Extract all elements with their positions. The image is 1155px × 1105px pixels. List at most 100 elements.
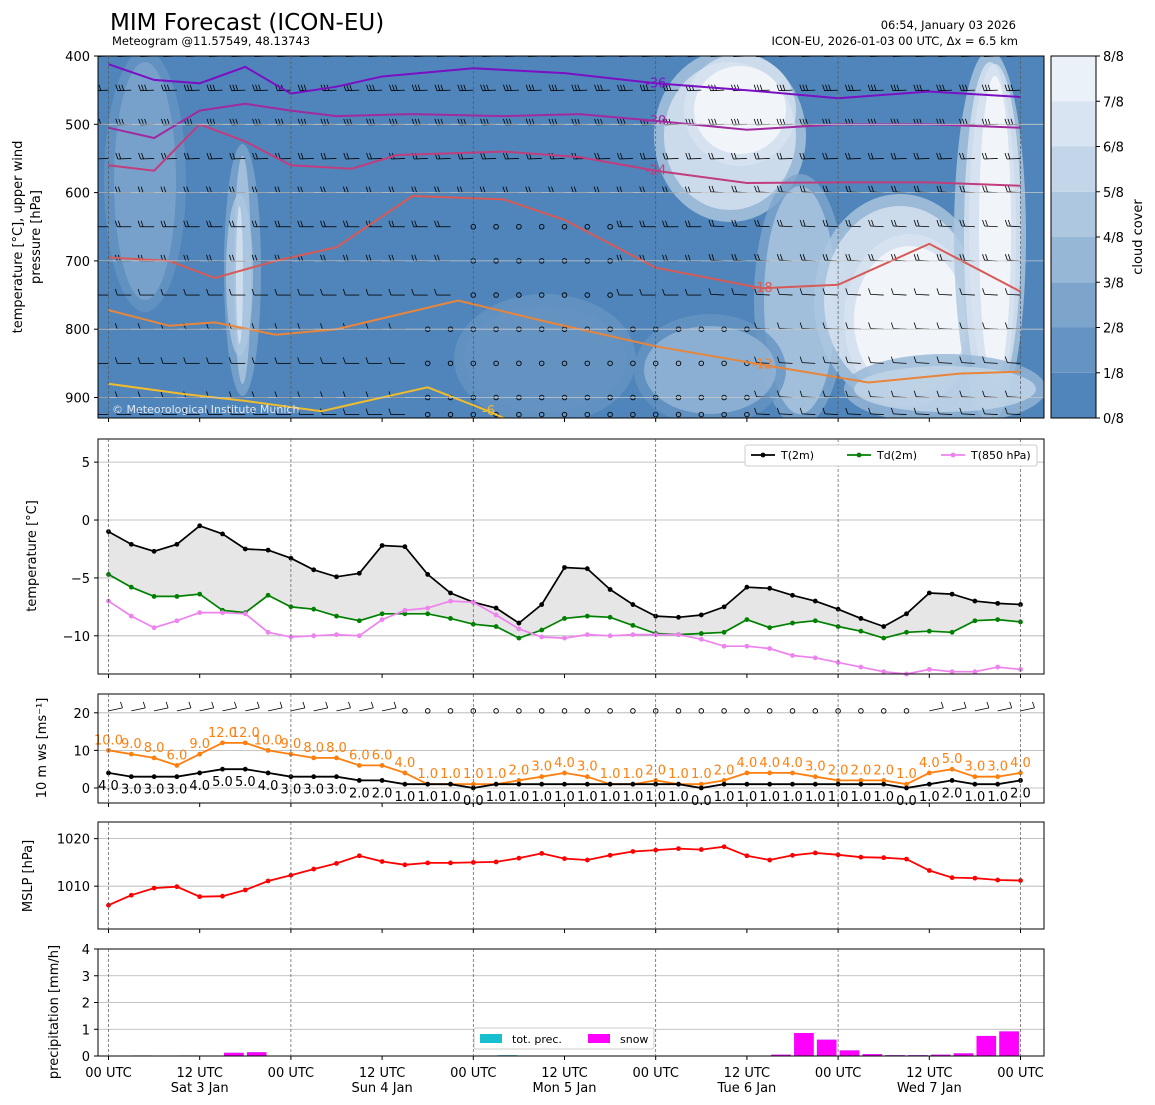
wind-barb-flag	[160, 118, 164, 125]
wind-barb-flag	[414, 118, 418, 125]
wind-barb	[984, 225, 998, 228]
wind-data-label: 1.0	[759, 790, 780, 805]
data-point	[334, 774, 339, 780]
wind-barb-flag	[776, 118, 780, 125]
y-tick-label: −10	[63, 630, 90, 645]
wind-barb-flag	[731, 288, 735, 295]
wind-barb-flag	[868, 322, 871, 329]
data-point	[904, 785, 909, 791]
wind-barb-flag	[779, 118, 783, 125]
wind-barb-flag	[235, 84, 239, 91]
data-point	[174, 763, 180, 768]
wind-barb-flag	[736, 118, 740, 125]
wind-barb-flag	[502, 186, 506, 193]
wind-barb-flag	[870, 152, 874, 160]
wind-barb-flag	[616, 84, 620, 91]
data-point	[858, 781, 864, 787]
snow-bar	[839, 1050, 860, 1056]
wind-barb	[733, 225, 747, 228]
wind-barb	[573, 89, 588, 92]
wind-barb-flag	[828, 84, 831, 91]
wind-barb	[345, 89, 360, 92]
isotherm-line	[108, 299, 1021, 384]
data-point	[197, 770, 203, 776]
wind-barb-flag	[936, 407, 940, 414]
data-point	[790, 653, 795, 658]
wind-barb-flag	[936, 390, 940, 397]
calm-wind-marker	[516, 224, 522, 230]
wind-barb-flag	[868, 219, 871, 227]
wind-barb-flag	[890, 356, 894, 363]
wind-barb	[984, 158, 998, 160]
wind-barb	[208, 89, 223, 92]
data-point	[767, 585, 773, 591]
wind-barb-flag	[776, 322, 780, 329]
wind-barb-flag	[368, 186, 372, 193]
wind-barb-flag	[916, 254, 920, 261]
wind-barb-flag	[619, 220, 623, 227]
calm-wind-marker	[538, 292, 545, 298]
wind-barb-flag	[251, 186, 255, 193]
wind-barb-flag	[323, 118, 327, 125]
gust-data-label: 6.0	[167, 748, 188, 763]
wind-barb-flag	[160, 391, 164, 398]
wind-data-label: 1.0	[577, 790, 598, 805]
gust-data-label: 4.0	[395, 756, 416, 771]
data-point	[356, 778, 362, 783]
data-point	[858, 628, 864, 634]
wind-barb-flag	[757, 219, 760, 227]
wind-barb-flag	[486, 118, 489, 125]
wind-barb-flag	[939, 185, 943, 193]
wind-barb-flag	[274, 220, 278, 227]
wind-barb-flag	[958, 84, 962, 91]
wind-barb	[1006, 89, 1021, 92]
data-point	[311, 774, 317, 780]
data-point	[402, 544, 408, 550]
data-point	[128, 613, 134, 619]
wind-barb-flag	[456, 186, 460, 193]
wind-barb	[893, 362, 907, 364]
x-tick-label: 12 UTC	[724, 1066, 770, 1081]
wind-barb-flag	[411, 254, 415, 262]
wind-barb-flag	[754, 254, 757, 261]
wind-barb-flag	[118, 84, 122, 91]
data-point	[744, 617, 750, 622]
wind-barb-flag	[345, 254, 349, 262]
y-axis-label: MSLP [hPa]	[21, 840, 36, 912]
wind-barb-flag	[845, 185, 849, 193]
wind-data-label: 0.0	[691, 794, 712, 809]
data-point	[334, 632, 339, 638]
surface-wind-barb	[290, 707, 305, 712]
wind-barb	[847, 362, 861, 364]
wind-barb	[664, 89, 679, 92]
wind-barb-flag	[163, 220, 167, 227]
model-run-info: ICON-EU, 2026-01-03 00 UTC, Δx = 6.5 km	[771, 34, 1018, 48]
wind-barb-flag	[1004, 84, 1008, 91]
wind-barb-flag	[277, 186, 281, 193]
wind-barb-flag	[505, 118, 509, 125]
wind-barb-flag	[754, 407, 757, 414]
wind-barb-flag	[913, 152, 917, 160]
surface-wind-barb	[974, 707, 989, 712]
wind-barb-flag	[457, 84, 461, 91]
x-tick-label: 00 UTC	[450, 1066, 496, 1081]
chart-subtitle: Meteogram @11.57549, 48.13743	[112, 34, 310, 48]
wind-barb	[961, 413, 975, 415]
wind-barb-flag	[531, 84, 535, 91]
snow-bar	[771, 1054, 791, 1056]
surface-wind-barb-flag	[370, 701, 374, 709]
wind-barb	[687, 89, 702, 92]
wind-barb-flag	[868, 254, 871, 261]
wind-barb-flag	[137, 288, 141, 296]
calm-wind-marker	[903, 708, 910, 714]
wind-barb-flag	[1007, 219, 1011, 227]
data-point	[174, 774, 180, 780]
wind-barb	[870, 158, 884, 160]
wind-barb-flag	[825, 219, 829, 227]
wind-barb-flag	[480, 118, 483, 125]
wind-barb-flag	[662, 220, 665, 227]
wind-barb-flag	[799, 219, 803, 227]
calm-wind-marker	[835, 708, 841, 714]
wind-barb	[231, 158, 246, 160]
wind-barb-flag	[388, 288, 392, 296]
